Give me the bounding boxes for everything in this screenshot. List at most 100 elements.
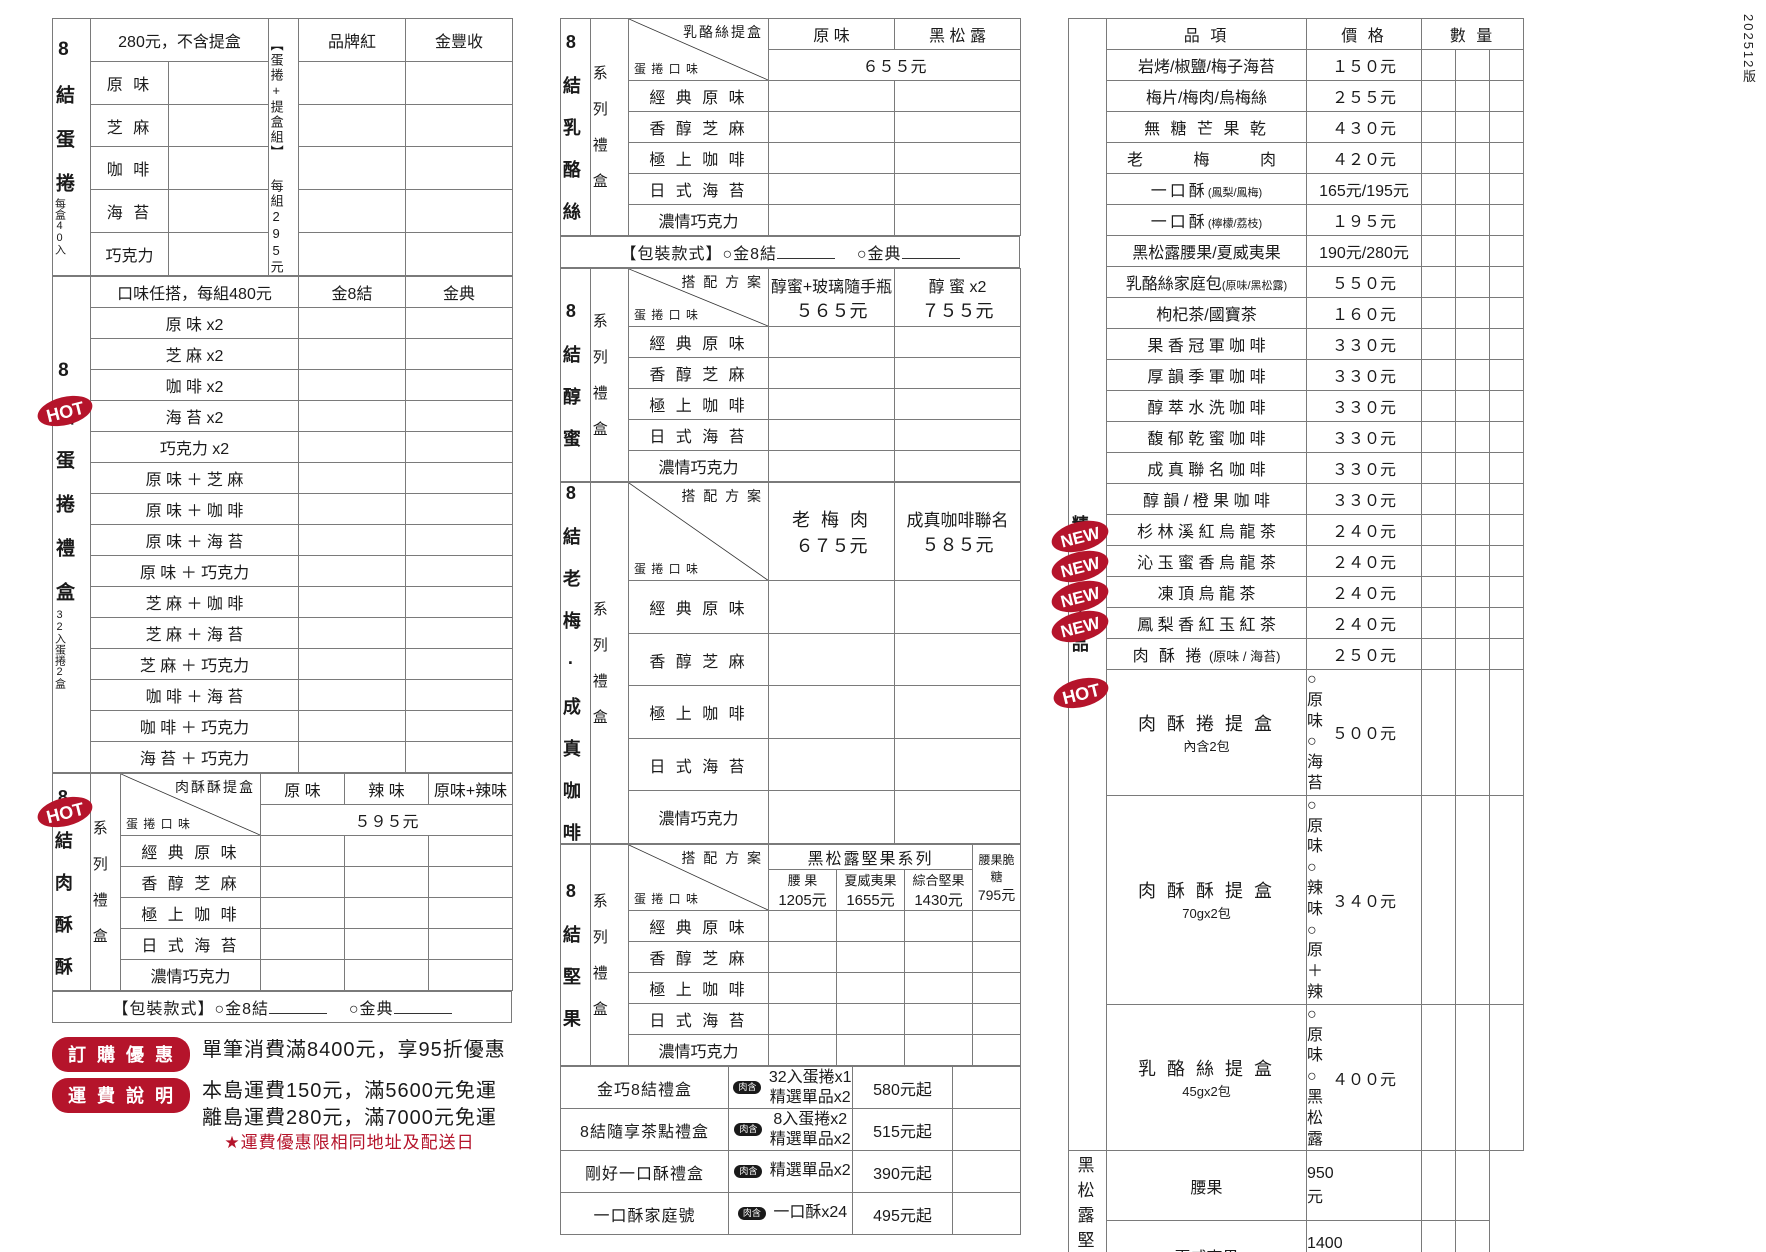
qty-cell[interactable] bbox=[768, 142, 895, 174]
qty-cell[interactable] bbox=[1421, 266, 1457, 298]
qty-cell[interactable] bbox=[428, 835, 513, 867]
qty-cell[interactable] bbox=[768, 972, 837, 1004]
qty-cell[interactable] bbox=[1421, 111, 1457, 143]
qty-cell[interactable] bbox=[428, 928, 513, 960]
qty-cell[interactable] bbox=[768, 685, 895, 739]
qty-cell[interactable] bbox=[894, 142, 1021, 174]
qty-cell[interactable] bbox=[768, 450, 895, 482]
qty-cell[interactable] bbox=[1421, 142, 1457, 174]
qty-cell[interactable] bbox=[768, 357, 895, 389]
qty-cell[interactable] bbox=[1455, 80, 1491, 112]
qty-cell[interactable] bbox=[298, 307, 406, 339]
qty-cell[interactable] bbox=[405, 524, 513, 556]
qty-cell[interactable] bbox=[260, 897, 345, 929]
qty-cell[interactable] bbox=[836, 941, 905, 973]
cheese-package-row[interactable]: 【包裝款式】○金8結 ○金典 bbox=[560, 236, 1020, 268]
qty-cell[interactable] bbox=[768, 1003, 837, 1035]
qty-cell[interactable] bbox=[1455, 1220, 1491, 1252]
qty-cell[interactable] bbox=[1489, 204, 1525, 236]
qty-cell[interactable] bbox=[405, 431, 513, 463]
qty-cell[interactable] bbox=[1421, 514, 1457, 546]
pork-package-opt1[interactable]: 【包裝款式】○金8結 bbox=[112, 1001, 270, 1018]
qty-cell[interactable] bbox=[298, 431, 406, 463]
qty-cell[interactable] bbox=[903, 910, 974, 942]
qty-cell[interactable] bbox=[405, 338, 513, 370]
qty-cell[interactable] bbox=[1421, 483, 1457, 515]
blank-line[interactable] bbox=[393, 1013, 452, 1014]
qty-cell[interactable] bbox=[1489, 483, 1525, 515]
qty-cell[interactable] bbox=[1489, 607, 1525, 639]
cheese-package-opt2[interactable]: ○金典 bbox=[856, 246, 902, 263]
qty-cell[interactable] bbox=[1421, 669, 1457, 796]
qty-cell[interactable] bbox=[428, 897, 513, 929]
qty-cell[interactable] bbox=[1455, 235, 1491, 267]
qty-cell[interactable] bbox=[1455, 328, 1491, 360]
qty-cell[interactable] bbox=[836, 1003, 905, 1035]
qty-cell[interactable] bbox=[428, 866, 513, 898]
qty-cell[interactable] bbox=[405, 679, 513, 711]
qty-cell[interactable] bbox=[167, 232, 270, 276]
qty-cell[interactable] bbox=[405, 710, 513, 742]
qty-cell[interactable] bbox=[1455, 390, 1491, 422]
qty-cell[interactable] bbox=[768, 204, 895, 236]
qty-cell[interactable] bbox=[894, 80, 1021, 112]
qty-cell[interactable] bbox=[167, 103, 270, 148]
qty-cell[interactable] bbox=[903, 941, 974, 973]
qty-cell[interactable] bbox=[1421, 545, 1457, 577]
qty-cell[interactable] bbox=[1306, 1220, 1423, 1252]
qty-cell[interactable] bbox=[1489, 1003, 1525, 1152]
qty-cell[interactable] bbox=[1421, 421, 1457, 453]
qty-cell[interactable] bbox=[894, 326, 1021, 358]
qty-cell[interactable] bbox=[167, 146, 270, 191]
qty-cell[interactable] bbox=[894, 790, 1021, 844]
qty-cell[interactable] bbox=[1421, 204, 1457, 236]
qty-cell[interactable] bbox=[1421, 607, 1457, 639]
qty-cell[interactable] bbox=[344, 959, 429, 991]
qty-cell[interactable] bbox=[1455, 576, 1491, 608]
qty-cell[interactable] bbox=[405, 648, 513, 680]
qty-cell[interactable] bbox=[405, 555, 513, 587]
qty-cell[interactable] bbox=[260, 928, 345, 960]
qty-cell[interactable] bbox=[1306, 1150, 1423, 1222]
qty-cell[interactable] bbox=[1489, 452, 1525, 484]
qty-cell[interactable] bbox=[167, 60, 270, 105]
qty-cell[interactable] bbox=[1455, 452, 1491, 484]
qty-cell[interactable] bbox=[1455, 173, 1491, 205]
qty-cell[interactable] bbox=[1489, 235, 1525, 267]
qty-cell[interactable] bbox=[894, 580, 1021, 634]
qty-cell[interactable] bbox=[1421, 576, 1457, 608]
qty-cell[interactable] bbox=[952, 1192, 1021, 1235]
qty-cell[interactable] bbox=[1455, 669, 1491, 796]
qty-cell[interactable] bbox=[298, 586, 406, 618]
qty-cell[interactable] bbox=[836, 972, 905, 1004]
qty-cell[interactable] bbox=[260, 866, 345, 898]
qty-cell[interactable] bbox=[1489, 421, 1525, 453]
qty-cell[interactable] bbox=[768, 941, 837, 973]
qty-cell[interactable] bbox=[405, 462, 513, 494]
blank-line[interactable] bbox=[777, 258, 836, 259]
qty-cell[interactable] bbox=[428, 959, 513, 991]
qty-cell[interactable] bbox=[298, 679, 406, 711]
qty-cell[interactable] bbox=[972, 1034, 1022, 1066]
qty-cell[interactable] bbox=[894, 632, 1021, 687]
qty-cell[interactable] bbox=[1489, 514, 1525, 546]
qty-cell[interactable] bbox=[1489, 173, 1525, 205]
qty-cell[interactable] bbox=[298, 617, 406, 649]
qty-cell[interactable] bbox=[298, 60, 407, 105]
qty-cell[interactable] bbox=[1421, 359, 1457, 391]
qty-cell[interactable] bbox=[1421, 452, 1457, 484]
qty-cell[interactable] bbox=[903, 1034, 974, 1066]
qty-cell[interactable] bbox=[298, 462, 406, 494]
qty-cell[interactable] bbox=[1455, 514, 1491, 546]
qty-cell[interactable] bbox=[1421, 297, 1457, 329]
qty-cell[interactable] bbox=[1489, 359, 1525, 391]
qty-cell[interactable] bbox=[894, 357, 1021, 389]
cheese-package-opt1[interactable]: 【包裝款式】○金8結 bbox=[620, 246, 778, 263]
qty-cell[interactable] bbox=[768, 111, 895, 143]
qty-cell[interactable] bbox=[1455, 483, 1491, 515]
qty-cell[interactable] bbox=[298, 103, 407, 148]
qty-cell[interactable] bbox=[1421, 1150, 1457, 1222]
qty-cell[interactable] bbox=[1421, 49, 1457, 81]
qty-cell[interactable] bbox=[1421, 390, 1457, 422]
qty-cell[interactable] bbox=[298, 524, 406, 556]
